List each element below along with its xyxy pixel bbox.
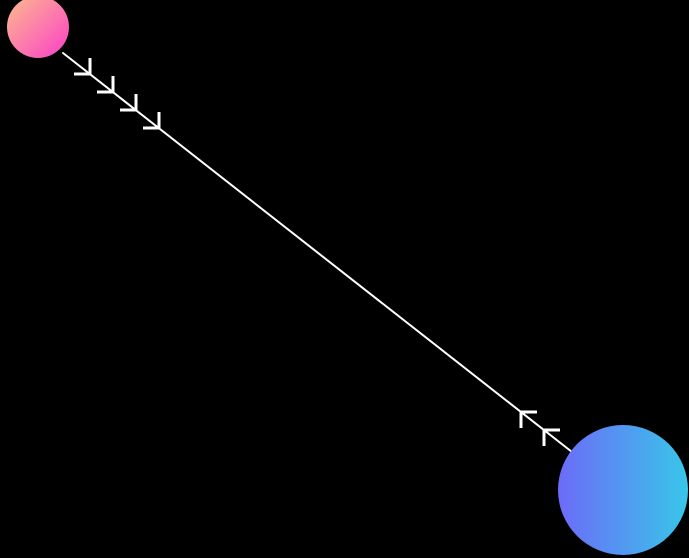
arrow-barb-icon xyxy=(74,58,92,76)
target-node[interactable] xyxy=(558,425,688,555)
arrow-barb-icon xyxy=(143,112,161,130)
arrow-barb-icon xyxy=(542,428,560,446)
arrow-barb-icon xyxy=(120,94,138,112)
source-node[interactable] xyxy=(7,0,69,58)
arrow-barb-icon xyxy=(97,76,115,94)
barb-layer xyxy=(74,58,560,446)
arrow-barb-icon xyxy=(519,410,537,428)
connector-line[interactable] xyxy=(62,52,573,453)
